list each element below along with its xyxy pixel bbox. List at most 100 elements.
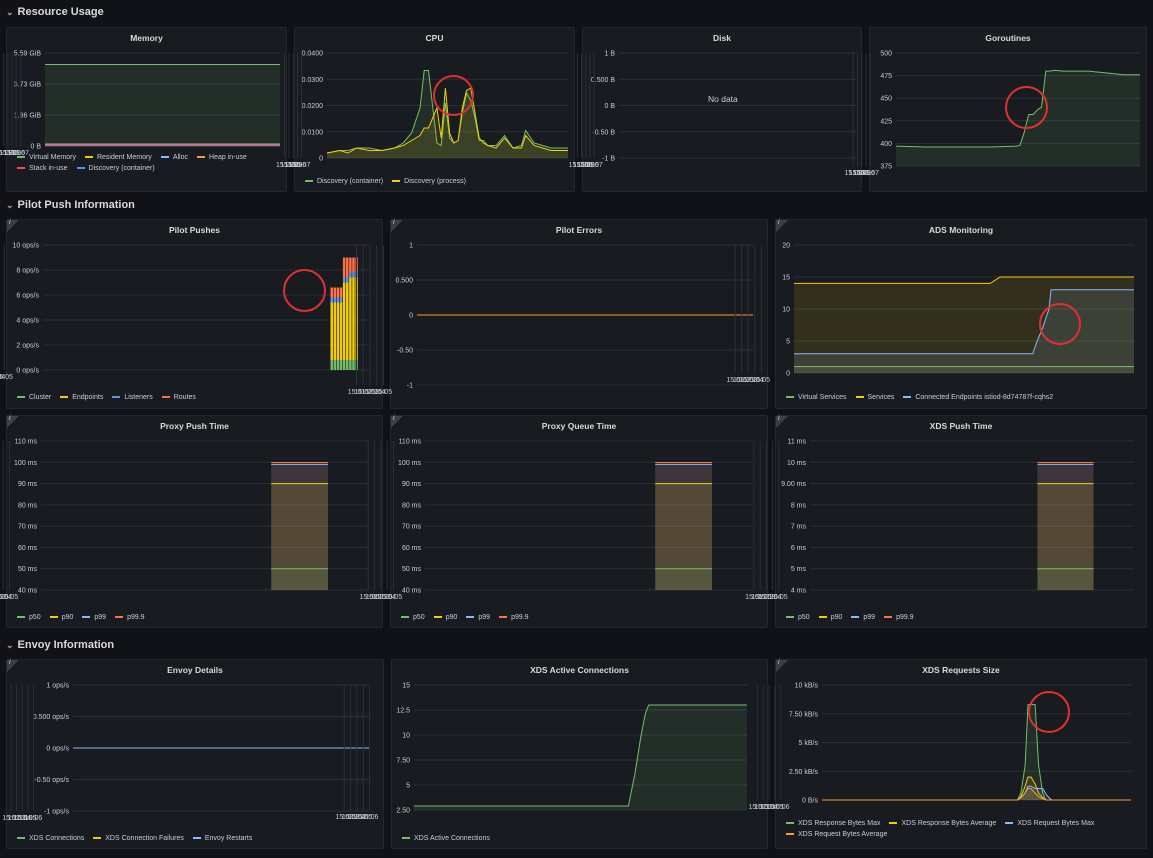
y-tick-label: 5 — [786, 339, 790, 346]
x-tick-label: 15:05 — [853, 170, 871, 177]
legend-item[interactable]: Services — [855, 392, 894, 403]
info-icon[interactable]: i — [391, 219, 403, 232]
row-header-resource-usage[interactable]: ⌄ Resource Usage — [6, 6, 104, 18]
legend-item[interactable]: p90 — [49, 612, 73, 623]
legend-item[interactable]: Heap in-use — [197, 152, 247, 163]
bar-segment-cluster — [352, 360, 355, 370]
legend-label: Resident Memory — [96, 154, 152, 161]
legend-swatch — [392, 180, 401, 183]
legend-item[interactable]: p99.9 — [115, 612, 145, 623]
panel-title: Memory — [130, 33, 163, 43]
legend-swatch — [818, 616, 827, 619]
x-tick-label: 15:05 — [375, 389, 393, 396]
legend-swatch — [855, 396, 864, 399]
bar-segment-listeners — [349, 272, 352, 278]
legend-item[interactable]: XDS Connections — [17, 833, 84, 844]
legend-item[interactable]: Discovery (container) — [76, 163, 155, 174]
legend-item[interactable]: XDS Active Connections — [402, 833, 490, 844]
legend-swatch — [786, 396, 794, 399]
x-tick-label: 15:03 — [758, 594, 776, 601]
panel-xds-requests-size[interactable]: i XDS Requests Size 0 B/s 2.50 kB/s 5 kB/s… — [748, 659, 1147, 849]
legend-item[interactable]: XDS Response Bytes Max — [786, 818, 880, 829]
legend-item[interactable]: XDS Request Bytes Max — [1005, 818, 1094, 829]
panel-envoy-details[interactable]: i Envoy Details -1 ops/s -0.50 ops/s 0 ops… — [2, 659, 384, 849]
y-tick-label: -1 B — [602, 156, 615, 163]
chart-legend: XDS Connections XDS Connection Failures En… — [17, 833, 379, 844]
panel-ads-monitoring[interactable]: i ADS Monitoring 0 5 10 15 20 15:01 15:02 15:03… — [726, 219, 1147, 409]
legend-item[interactable]: Discovery (container) — [305, 176, 383, 187]
x-tick-label: 15:03 — [0, 150, 13, 157]
x-tick-label: 15:01 — [745, 594, 763, 601]
bar-segment-cluster — [333, 360, 337, 370]
legend-swatch — [305, 180, 313, 183]
legend-item[interactable]: p50 — [17, 612, 41, 623]
x-tick-label: 15:04 — [746, 377, 764, 384]
legend-item[interactable]: Cluster — [17, 392, 51, 403]
legend-item[interactable]: Stack in-use — [17, 163, 68, 174]
info-icon[interactable]: i — [7, 659, 19, 672]
panel-proxy-push-time[interactable]: i Proxy Push Time 40 ms 50 ms 60 ms 70 ms 80… — [0, 415, 383, 628]
panel-title: XDS Active Connections — [530, 665, 629, 675]
info-icon[interactable]: i — [7, 219, 19, 232]
x-tick-label: 15:04 — [348, 814, 366, 821]
bar-segment-listeners — [342, 277, 346, 283]
panel-pilot-pushes[interactable]: i Pilot Pushes 0 ops/s 2 ops/s 4 ops/s 6 op… — [0, 219, 383, 409]
chart-legend: Virtual Services Services Connected Endpoi… — [786, 392, 1142, 403]
legend-item[interactable]: p99.9 — [499, 612, 529, 623]
legend-item[interactable]: p50 — [401, 612, 425, 623]
legend-item[interactable]: Virtual Memory — [17, 152, 76, 163]
legend-item[interactable]: p90 — [433, 612, 457, 623]
legend-item[interactable]: Connected Endpoints istiod-8d74787f-cqhs… — [903, 392, 1053, 403]
row-header-envoy[interactable]: ⌄ Envoy Information — [6, 639, 114, 651]
x-tick-label: 15:03 — [739, 377, 757, 384]
legend-label: Endpoints — [72, 394, 104, 401]
legend-item[interactable]: XDS Connection Failures — [93, 833, 184, 844]
panel-xds-active-connections[interactable]: XDS Active Connections 2.50 5 7.50 10 12.5 15… — [335, 659, 768, 849]
panel-xds-push-time[interactable]: i XDS Push Time 4 ms 5 ms 6 ms 7 ms 8 ms 9.00… — [745, 415, 1147, 628]
legend-item[interactable]: Virtual Services — [786, 392, 847, 403]
legend-item[interactable]: p50 — [786, 612, 810, 623]
row-header-pilot-push[interactable]: ⌄ Pilot Push Information — [6, 199, 135, 211]
x-tick-label: 15:06 — [857, 170, 875, 177]
annotation-circle — [433, 75, 474, 116]
info-icon[interactable]: i — [776, 219, 788, 232]
info-icon[interactable]: i — [391, 415, 403, 428]
y-tick-label: 0.0200 — [302, 103, 324, 110]
legend-item[interactable]: p99 — [466, 612, 490, 623]
x-tick-label: 15:07 — [585, 162, 603, 169]
legend-item[interactable]: XDS Request Bytes Average — [786, 829, 887, 840]
legend-item[interactable]: Discovery (process) — [392, 176, 466, 187]
panel-pilot-errors[interactable]: i Pilot Errors -1 -0.50 0 0.500 1 15:01 15:02 1… — [348, 219, 768, 409]
legend-swatch — [851, 616, 860, 619]
y-tick-label: 7.50 kB/s — [789, 711, 819, 718]
info-icon[interactable]: i — [7, 415, 19, 428]
legend-swatch — [112, 396, 121, 399]
legend-item[interactable]: p99 — [82, 612, 106, 623]
area-p50 — [655, 568, 712, 590]
legend-item[interactable]: Endpoints — [60, 392, 103, 403]
legend-item[interactable]: Envoy Restarts — [192, 833, 252, 844]
info-icon[interactable]: i — [776, 415, 788, 428]
bar-segment-endpoints — [336, 302, 340, 360]
legend-item[interactable]: Resident Memory — [84, 152, 152, 163]
panel-cpu[interactable]: CPU 0 0.0100 0.0200 0.0300 0.0400 15:03 15:04 1… — [276, 27, 575, 192]
panel-proxy-queue-time[interactable]: i Proxy Queue Time 40 ms 50 ms 60 ms 70 ms 8… — [359, 415, 768, 628]
chart-svg: 0 0.0100 0.0200 0.0300 0.0400 15:0315:0415:05… — [276, 51, 568, 169]
legend-label: p99 — [863, 614, 876, 621]
legend-item[interactable]: p90 — [818, 612, 842, 623]
bar-segment-routes — [352, 257, 355, 273]
legend-item[interactable]: p99 — [851, 612, 875, 623]
legend-item[interactable]: Alloc — [160, 152, 188, 163]
y-tick-label: -0.50 ops/s — [34, 777, 69, 784]
legend-item[interactable]: XDS Response Bytes Average — [889, 818, 996, 829]
y-tick-label: -1 ops/s — [44, 809, 69, 816]
legend-item[interactable]: p99.9 — [884, 612, 914, 623]
y-tick-label: 8 ops/s — [16, 268, 39, 275]
y-tick-label: 4 ms — [791, 588, 807, 595]
panel-memory[interactable]: Memory 0 B 1.86 GiB 3.73 GiB 5.59 GiB 15:031… — [0, 27, 287, 192]
legend-item[interactable]: Listeners — [112, 392, 153, 403]
info-icon[interactable]: i — [776, 659, 788, 672]
legend-item[interactable]: Routes — [161, 392, 196, 403]
x-tick-label: 15:02 — [2, 815, 20, 822]
panel-disk[interactable]: Disk No data -1 B -0.50 B 0 B 0.500 B 1 B 15:… — [569, 27, 862, 192]
